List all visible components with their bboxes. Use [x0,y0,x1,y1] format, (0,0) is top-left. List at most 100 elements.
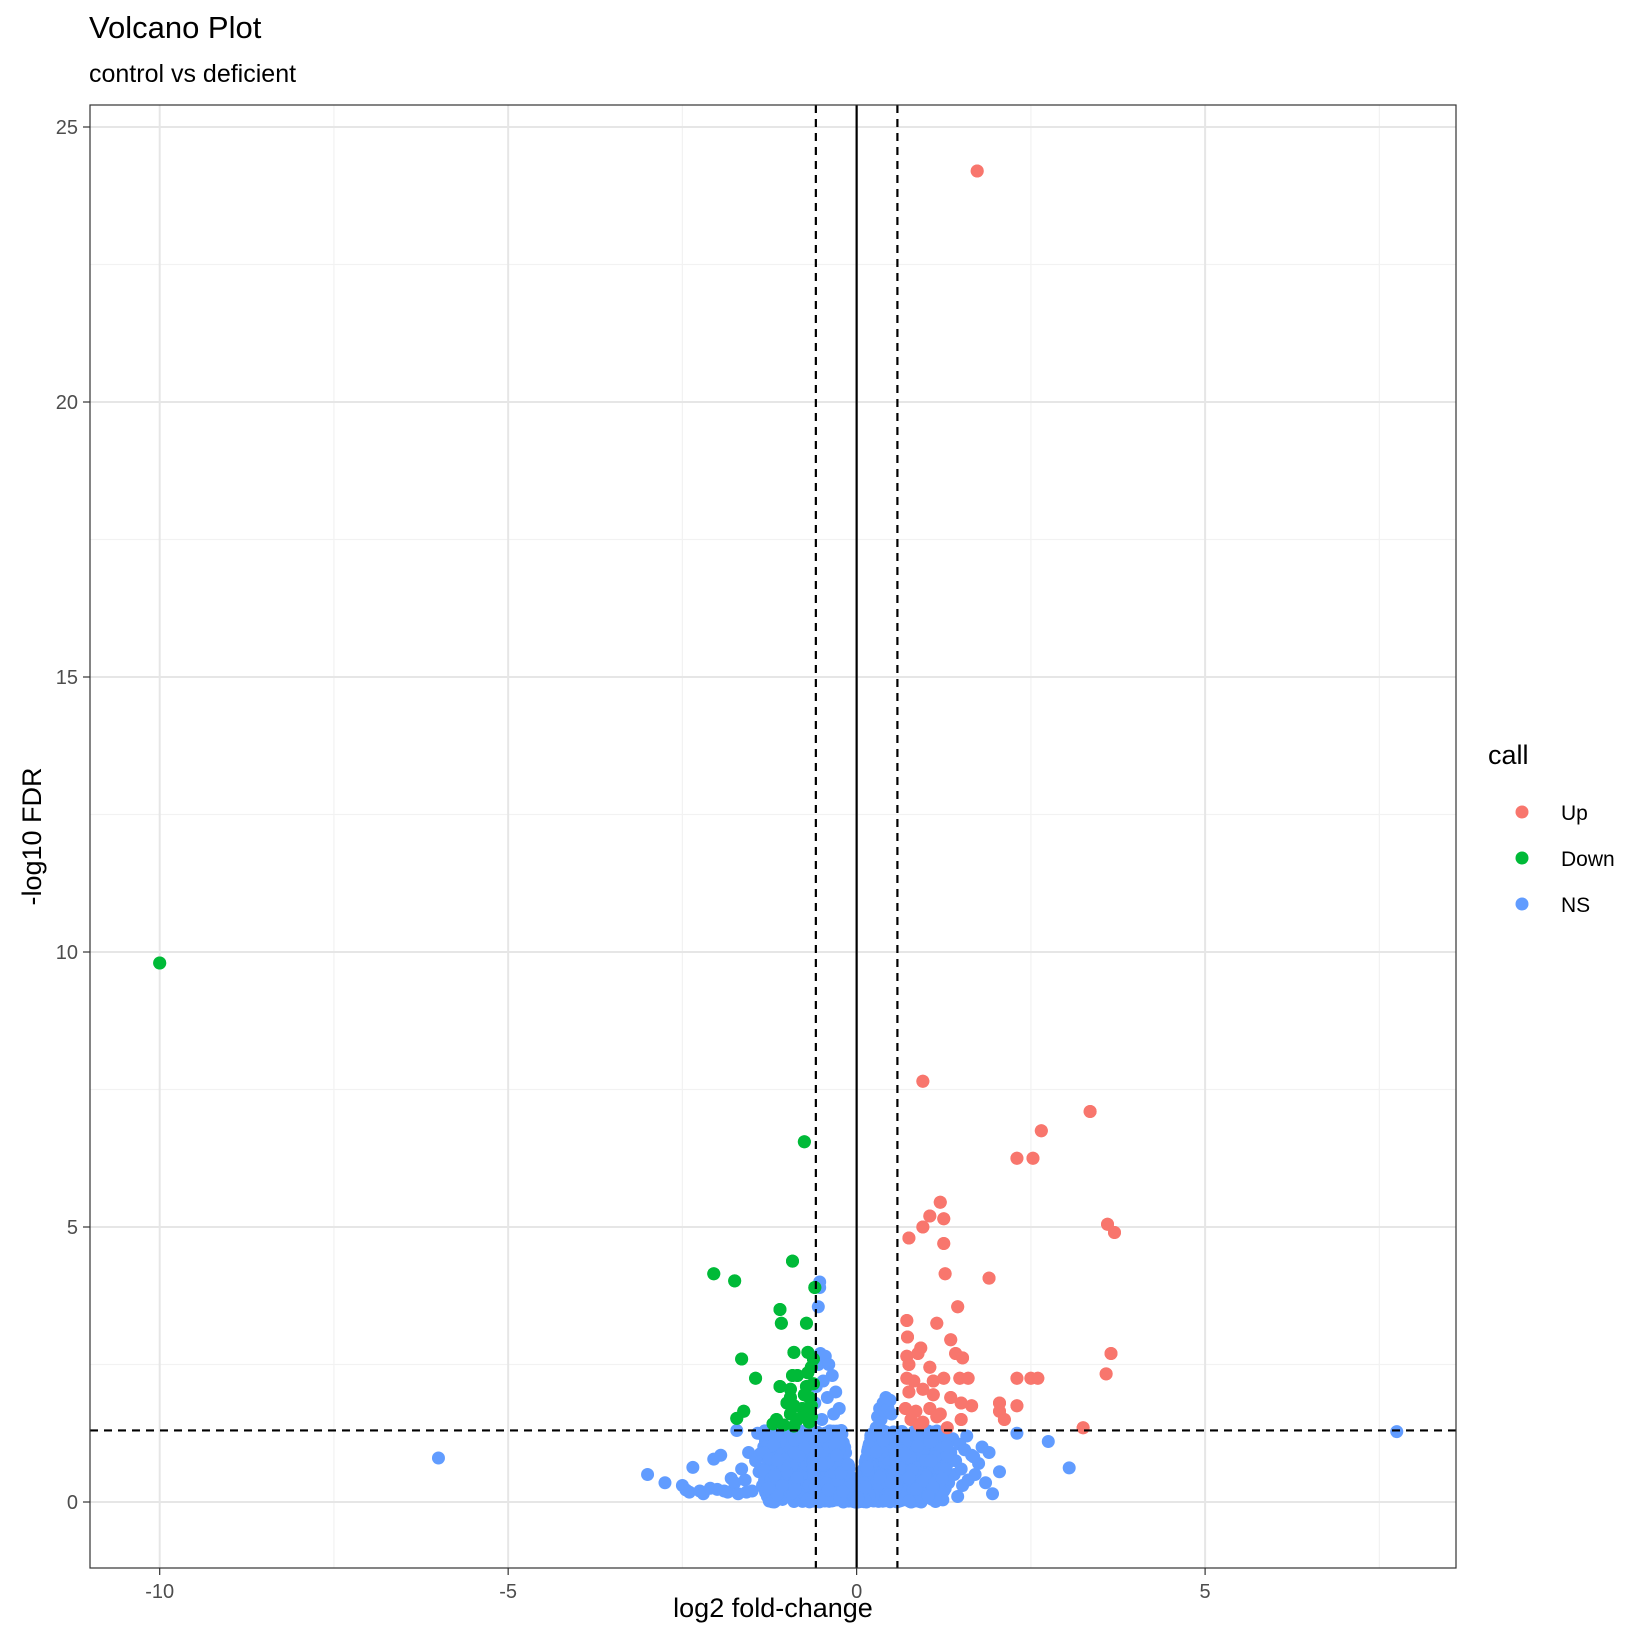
x-tick-label: -10 [145,1581,174,1603]
data-point-down [735,1352,749,1366]
data-point-down [787,1345,801,1359]
chart-subtitle: control vs deficient [89,60,296,88]
data-point-up [916,1382,930,1396]
data-point-down [707,1267,721,1281]
data-point-ns [811,1300,825,1314]
data-point-up [1076,1421,1090,1435]
legend-key-down [1515,851,1529,865]
data-point-up [944,1391,958,1404]
data-point-up [1104,1347,1118,1360]
data-point-ns [682,1485,696,1499]
data-point-ns [1041,1435,1055,1448]
data-point-ns [909,1482,923,1496]
data-point-up [898,1402,912,1415]
data-point-ns [1010,1426,1024,1440]
data-point-ns [806,1460,820,1474]
data-point-ns [658,1476,672,1490]
data-point-ns [775,1479,789,1493]
data-point-ns [951,1490,965,1503]
plot-panel-border [89,104,1457,1569]
data-point-ns [898,1447,912,1461]
data-point-down [801,1366,815,1380]
y-tick-label: 10 [56,942,78,964]
legend-title: call [1488,740,1529,770]
data-point-ns [821,1483,835,1497]
data-point-up [1010,1151,1024,1165]
data-point-ns [982,1446,996,1459]
data-point-down [773,1303,787,1316]
data-point-up [933,1195,947,1209]
data-point-ns [761,1481,775,1495]
data-point-ns [767,1438,781,1452]
data-point-ns [940,1439,954,1453]
data-point-up [930,1410,944,1424]
data-point-up [965,1399,979,1413]
data-point-up [901,1330,915,1344]
data-point-ns [686,1460,700,1474]
data-point-ns [787,1446,801,1460]
x-tick-label: 0 [851,1581,862,1603]
data-point-ns [869,1445,883,1459]
data-point-down [806,1377,820,1391]
y-tick-label: 0 [67,1492,78,1514]
data-point-ns [884,1407,898,1421]
data-point-down [797,1135,811,1149]
data-point-ns [954,1462,968,1476]
data-point-ns [728,1476,742,1490]
data-point-up [970,164,984,178]
data-point-down [799,1316,813,1330]
data-point-ns [738,1473,752,1487]
data-point-ns [641,1468,655,1481]
data-point-ns [858,1480,872,1494]
data-point-ns [921,1425,935,1439]
x-axis-title: log2 fold-change [673,1593,873,1623]
data-point-ns [902,1494,916,1508]
data-point-up [911,1347,925,1360]
data-point-ns [816,1429,830,1443]
data-point-ns [979,1476,993,1490]
data-point-ns [884,1475,898,1489]
legend-label-up: Up [1561,802,1588,825]
data-point-up [1010,1399,1024,1413]
data-point-up [907,1374,921,1388]
data-point-ns [822,1358,836,1371]
data-point-up [982,1271,996,1285]
data-point-ns [431,1451,445,1465]
data-point-up [912,1418,926,1432]
data-point-ns [986,1487,1000,1501]
data-point-ns [790,1471,804,1485]
data-point-ns [768,1468,782,1482]
data-point-ns [832,1402,846,1415]
data-point-up [926,1374,940,1388]
legend-key-up [1515,805,1529,819]
data-point-down [786,1254,800,1268]
x-tick-label: -5 [499,1581,517,1603]
data-point-ns [721,1485,735,1499]
data-point-up [940,1421,954,1435]
data-point-up [1031,1371,1045,1385]
data-point-down [153,956,167,970]
data-point-ns [938,1462,952,1476]
data-point-up [923,1209,937,1223]
data-point-ns [815,1413,829,1426]
data-point-ns [771,1453,785,1467]
reference-lines [90,105,1456,1568]
data-point-up [1099,1367,1113,1381]
data-point-ns [993,1465,1007,1479]
data-point-ns [828,1437,842,1451]
data-point-up [961,1371,975,1385]
y-tick-label: 25 [56,117,78,139]
data-point-down [802,1415,816,1429]
data-point-up [902,1358,916,1371]
y-tick-label: 15 [56,667,78,689]
data-point-up [997,1413,1011,1426]
data-point-up [1010,1371,1024,1385]
data-point-ns [883,1393,897,1407]
data-point-ns [830,1448,844,1462]
data-point-down [773,1380,787,1393]
x-tick-label: 5 [1200,1581,1211,1603]
y-tick-label: 5 [67,1217,78,1239]
y-axis: 0 5 10 15 20 25 [56,117,90,1514]
data-point-up [1034,1124,1048,1138]
data-point-ns [788,1483,802,1497]
